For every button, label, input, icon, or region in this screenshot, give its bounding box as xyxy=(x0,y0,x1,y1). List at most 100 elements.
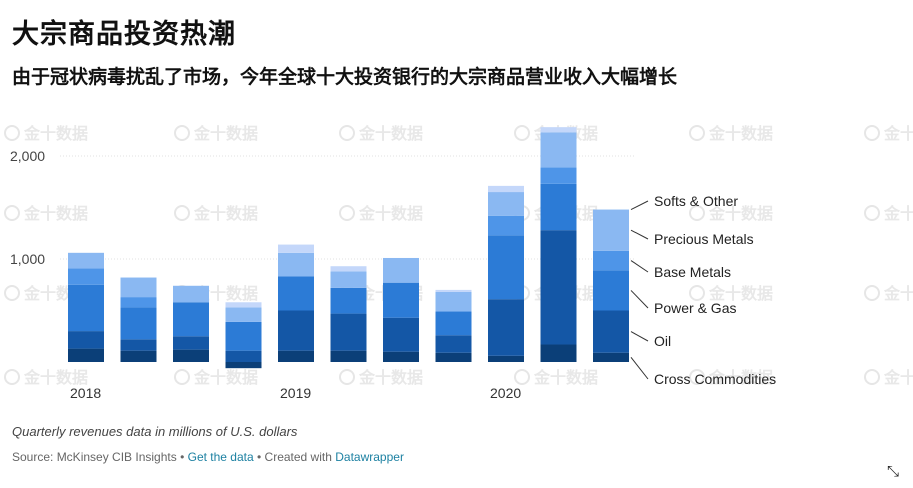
bar-segment-cross-commodities-6[interactable] xyxy=(330,350,367,362)
bar-segment-power-gas-4[interactable] xyxy=(225,321,262,351)
bar-segment-power-gas-7[interactable] xyxy=(383,282,419,318)
chart-title: 大宗商品投资热潮 xyxy=(12,19,236,50)
watermark-logo-icon xyxy=(174,125,190,141)
legend-connector xyxy=(630,331,649,342)
bars xyxy=(68,127,629,369)
legend-connector xyxy=(630,290,649,309)
bar-segment-precious-metals-3[interactable] xyxy=(173,285,209,303)
bar-segment-power-gas-8[interactable] xyxy=(435,311,472,336)
bar-segment-oil-6[interactable] xyxy=(330,313,367,351)
legend-label: Base Metals xyxy=(654,264,731,280)
bar-segment-softs-other-4[interactable] xyxy=(225,302,262,308)
bar-segment-base-metals-10[interactable] xyxy=(540,167,577,184)
watermark-text: 金十数据 xyxy=(193,124,258,143)
watermark-logo-icon xyxy=(864,205,880,221)
watermark-logo-icon xyxy=(174,205,190,221)
x-tick-label: 2020 xyxy=(490,385,521,401)
bar-segment-oil-4[interactable] xyxy=(225,350,262,362)
bar-segment-precious-metals-9[interactable] xyxy=(488,192,524,216)
bar-segment-cross-commodities-2[interactable] xyxy=(120,350,157,362)
bar-segment-softs-other-6[interactable] xyxy=(330,266,367,272)
bar-segment-power-gas-2[interactable] xyxy=(120,307,157,340)
bar-segment-softs-other-10[interactable] xyxy=(540,127,577,133)
watermark-text: 金十数据 xyxy=(358,368,423,387)
bar-segment-cross-commodities-4[interactable] xyxy=(225,362,262,369)
bar-segment-cross-commodities-9[interactable] xyxy=(488,355,524,362)
bar-segment-precious-metals-11[interactable] xyxy=(593,209,629,251)
watermark-logo-icon xyxy=(864,125,880,141)
bar-segment-base-metals-9[interactable] xyxy=(488,215,524,236)
watermark-text: 金十数据 xyxy=(23,204,88,223)
watermark-text: 金十数据 xyxy=(708,124,773,143)
bar-segment-oil-7[interactable] xyxy=(383,317,419,352)
chart-subtitle: 由于冠状病毒扰乱了市场，今年全球十大投资银行的大宗商品营业收入大幅增长 xyxy=(12,66,678,88)
bar-segment-oil-1[interactable] xyxy=(68,331,104,349)
legend-connectors xyxy=(630,200,649,380)
bar-segment-oil-11[interactable] xyxy=(593,310,629,353)
bar-segment-oil-2[interactable] xyxy=(120,339,157,351)
gridlines xyxy=(60,155,636,260)
bar-segment-cross-commodities-1[interactable] xyxy=(68,348,104,362)
bar-segment-cross-commodities-10[interactable] xyxy=(540,344,577,362)
bar-segment-precious-metals-5[interactable] xyxy=(278,252,314,277)
bar-segment-precious-metals-2[interactable] xyxy=(120,277,157,298)
legend-label: Cross Commodities xyxy=(654,371,776,387)
legend-connector xyxy=(630,200,649,211)
watermark-text: 金十数据 xyxy=(708,284,773,303)
bar-segment-oil-5[interactable] xyxy=(278,310,314,351)
bar-segment-precious-metals-8[interactable] xyxy=(435,291,472,312)
bar-segment-base-metals-11[interactable] xyxy=(593,250,629,271)
legend-label: Precious Metals xyxy=(654,231,754,247)
bar-segment-power-gas-3[interactable] xyxy=(173,302,209,337)
bar-segment-oil-3[interactable] xyxy=(173,336,209,350)
bar-segment-cross-commodities-11[interactable] xyxy=(593,352,629,362)
bar-segment-cross-commodities-7[interactable] xyxy=(383,351,419,362)
watermark-logo-icon xyxy=(4,125,20,141)
bar-segment-cross-commodities-3[interactable] xyxy=(173,349,209,362)
watermark-logo-icon xyxy=(4,285,20,301)
bar-segment-softs-other-5[interactable] xyxy=(278,244,314,253)
source-line: Source: McKinsey CIB Insights • Get the … xyxy=(12,450,404,464)
datawrapper-link[interactable]: Datawrapper xyxy=(335,450,404,464)
bar-segment-precious-metals-7[interactable] xyxy=(383,257,419,283)
legend-label: Oil xyxy=(654,333,671,349)
watermark-text: 金十数据 xyxy=(883,124,913,143)
bar-segment-power-gas-10[interactable] xyxy=(540,183,577,231)
watermark-text: 金十数据 xyxy=(358,204,423,223)
bar-segment-precious-metals-6[interactable] xyxy=(330,271,367,288)
bar-segment-oil-9[interactable] xyxy=(488,299,524,356)
bar-segment-power-gas-1[interactable] xyxy=(68,284,104,332)
watermark-text: 金十数据 xyxy=(883,284,913,303)
bar-segment-cross-commodities-8[interactable] xyxy=(435,352,472,362)
bar-segment-precious-metals-10[interactable] xyxy=(540,132,577,168)
stacked-bar-chart: 金十数据金十数据金十数据金十数据金十数据金十数据金十数据金十数据金十数据金十数据… xyxy=(4,124,913,401)
watermark-text: 金十数据 xyxy=(23,124,88,143)
bar-segment-softs-other-8[interactable] xyxy=(435,289,472,292)
source-sep-2: • Created with xyxy=(253,450,336,464)
bar-segment-power-gas-6[interactable] xyxy=(330,287,367,314)
source-sep: • xyxy=(176,450,188,464)
bar-segment-softs-other-9[interactable] xyxy=(488,185,524,193)
bar-segment-oil-10[interactable] xyxy=(540,230,577,345)
watermark-logo-icon xyxy=(689,369,705,385)
bar-segment-power-gas-11[interactable] xyxy=(593,270,629,311)
bar-segment-oil-8[interactable] xyxy=(435,335,472,353)
bar-segment-power-gas-5[interactable] xyxy=(278,276,314,311)
watermark-text: 金十数据 xyxy=(358,124,423,143)
bar-segment-power-gas-9[interactable] xyxy=(488,235,524,300)
bar-segment-base-metals-2[interactable] xyxy=(120,297,157,308)
source-text: Source: McKinsey CIB Insights xyxy=(12,450,177,464)
watermark-logo-icon xyxy=(514,369,530,385)
expand-arrows-icon[interactable]: ⤡ xyxy=(887,462,900,480)
watermark-logo-icon xyxy=(864,285,880,301)
bar-segment-precious-metals-1[interactable] xyxy=(68,252,104,269)
bar-segment-base-metals-1[interactable] xyxy=(68,268,104,285)
get-data-link[interactable]: Get the data xyxy=(187,450,254,464)
watermark-text: 金十数据 xyxy=(883,368,913,387)
watermark-logo-icon xyxy=(4,369,20,385)
watermark-text: 金十数据 xyxy=(193,284,258,303)
watermark-logo-icon xyxy=(339,125,355,141)
bar-segment-precious-metals-4[interactable] xyxy=(225,307,262,322)
watermark-text: 金十数据 xyxy=(708,368,773,387)
bar-segment-cross-commodities-5[interactable] xyxy=(278,350,314,362)
